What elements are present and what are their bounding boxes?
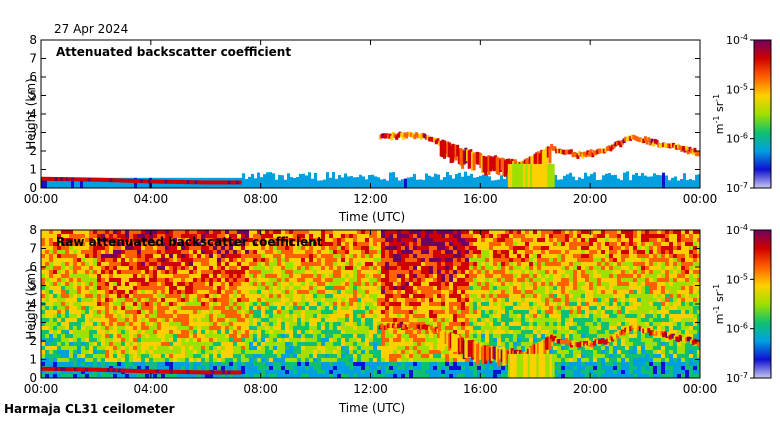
colorbar-tick-label: 10-7 (726, 181, 748, 195)
y-tick-label: 8 (29, 223, 37, 237)
y-axis-label: Height (km) (24, 78, 38, 149)
x-tick-label: 00:00 (683, 192, 718, 206)
x-tick-label: 12:00 (353, 192, 388, 206)
y-tick-label: 1 (29, 353, 37, 367)
y-tick-label: 8 (29, 33, 37, 47)
x-tick-label: 00:00 (683, 382, 718, 396)
colorbar-tick-label: 10-4 (726, 33, 748, 47)
colorbar: 10-4 10-5 10-6 10-7 m-1 sr-1 (712, 223, 771, 385)
y-tick-label: 0 (29, 181, 37, 195)
date-label: 27 Apr 2024 (54, 22, 128, 36)
colorbar-gradient (754, 230, 771, 378)
panel-title: Attenuated backscatter coefficient (56, 45, 291, 59)
backscatter-heatmap (41, 132, 703, 188)
y-tick-label: 7 (29, 52, 37, 66)
colorbar-tick-label: 10-6 (726, 132, 748, 146)
colorbar-gradient (754, 40, 771, 188)
x-tick-label: 08:00 (243, 382, 278, 396)
x-tick-label: 04:00 (134, 192, 169, 206)
x-axis-label: Time (UTC) (338, 210, 405, 224)
y-axis-label: Height (km) (24, 268, 38, 339)
x-axis-label: Time (UTC) (338, 401, 405, 415)
raw-backscatter-heatmap (41, 230, 703, 378)
x-tick-label: 04:00 (134, 382, 169, 396)
panel-raw-backscatter: Raw attenuated backscatter coefficient 0… (24, 223, 771, 415)
y-tick-label: 0 (29, 371, 37, 385)
panel-title: Raw attenuated backscatter coefficient (56, 235, 323, 249)
colorbar-ticks: 10-4 10-5 10-6 10-7 (726, 223, 754, 385)
footer-label: Harmaja CL31 ceilometer (4, 402, 175, 416)
colorbar-tick-label: 10-4 (726, 223, 748, 237)
colorbar-tick-label: 10-5 (726, 82, 748, 96)
x-tick-label: 20:00 (573, 382, 608, 396)
x-tick-label: 08:00 (243, 192, 278, 206)
colorbar-tick-label: 10-5 (726, 272, 748, 286)
colorbar-label: m-1 sr-1 (712, 94, 726, 134)
x-tick-label: 20:00 (573, 192, 608, 206)
x-tick-label: 16:00 (463, 382, 498, 396)
colorbar-label: m-1 sr-1 (712, 284, 726, 324)
plot-frame (41, 40, 700, 188)
x-tick-label: 16:00 (463, 192, 498, 206)
colorbar-tick-label: 10-6 (726, 322, 748, 336)
panel-attenuated-backscatter: Attenuated backscatter coefficient 00:00… (24, 33, 771, 224)
colorbar: 10-4 10-5 10-6 10-7 m-1 sr-1 (712, 33, 771, 195)
y-tick-label: 7 (29, 242, 37, 256)
colorbar-ticks: 10-4 10-5 10-6 10-7 (726, 33, 754, 195)
colorbar-tick-label: 10-7 (726, 371, 748, 385)
y-tick-label: 1 (29, 163, 37, 177)
x-tick-label: 12:00 (353, 382, 388, 396)
